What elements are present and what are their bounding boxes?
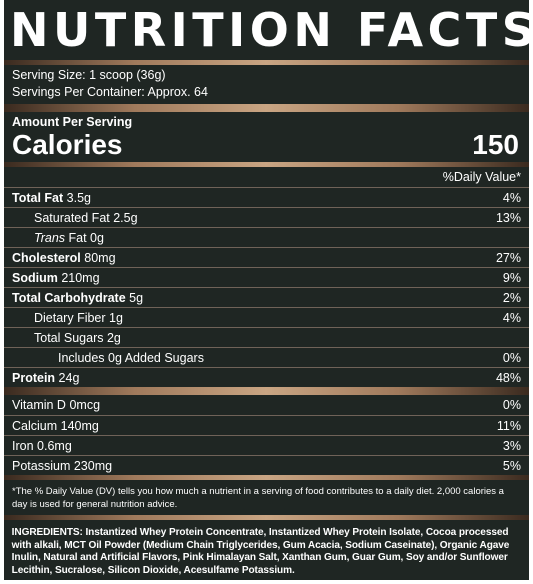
daily-value: 4%: [502, 311, 521, 325]
nutrient-row-total-sugars: Total Sugars 2g: [4, 327, 529, 347]
divider-bar: [4, 104, 529, 112]
daily-value: 13%: [495, 211, 521, 225]
daily-value: 2%: [502, 291, 521, 305]
nutrition-facts-label: NUTRITION FACTS Serving Size: 1 scoop (3…: [4, 0, 529, 580]
nutrient-list: Total Fat 3.5g 4% Saturated Fat 2.5g 13%…: [4, 187, 529, 387]
calories-row: Calories 150: [4, 130, 529, 162]
daily-value: 11%: [496, 419, 521, 433]
daily-value: 0%: [502, 351, 521, 365]
daily-value: 48%: [495, 371, 521, 385]
vitamin-row-potassium: Potassium 230mg 5%: [4, 455, 529, 475]
daily-value: 5%: [502, 459, 521, 473]
vitamin-row-calcium: Calcium 140mg 11%: [4, 415, 529, 435]
divider-bar: [4, 60, 529, 65]
serving-info: Serving Size: 1 scoop (36g) Servings Per…: [4, 65, 529, 104]
calories-value: 150: [472, 129, 519, 160]
nutrient-row-saturated-fat: Saturated Fat 2.5g 13%: [4, 207, 529, 227]
daily-value: 0%: [502, 398, 521, 412]
nutrient-row-total-carbohydrate: Total Carbohydrate 5g 2%: [4, 287, 529, 307]
vitamin-row-vitamin-d: Vitamin D 0mcg 0%: [4, 395, 529, 415]
ingredients-list: INGREDIENTS: Instantized Whey Protein Co…: [11, 526, 510, 576]
divider-bar: [4, 162, 529, 167]
nutrient-row-total-fat: Total Fat 3.5g 4%: [4, 187, 529, 207]
nutrient-row-sodium: Sodium 210mg 9%: [4, 267, 529, 287]
nutrient-row-trans-fat: Trans Fat 0g: [4, 227, 529, 247]
daily-value-footnote: *The % Daily Value (DV) tells you how mu…: [12, 486, 504, 510]
daily-value: 4%: [502, 191, 521, 205]
vitamin-row-iron: Iron 0.6mg 3%: [4, 435, 529, 455]
serving-size: Serving Size: 1 scoop (36g): [12, 68, 166, 82]
nutrient-row-dietary-fiber: Dietary Fiber 1g 4%: [4, 307, 529, 327]
daily-value: 27%: [495, 251, 521, 265]
label-title: NUTRITION FACTS: [10, 3, 529, 57]
vitamin-list: Vitamin D 0mcg 0% Calcium 140mg 11% Iron…: [4, 395, 529, 475]
calories-label: Calories: [12, 129, 123, 160]
nutrient-row-protein: Protein 24g 48%: [4, 367, 529, 387]
daily-value-header: %Daily Value*: [442, 170, 521, 184]
divider-bar: [4, 475, 529, 480]
nutrient-row-cholesterol: Cholesterol 80mg 27%: [4, 247, 529, 267]
amount-per-serving: Amount Per Serving: [12, 115, 133, 129]
nutrient-row-added-sugars: Includes 0g Added Sugars 0%: [4, 347, 529, 367]
daily-value: 9%: [502, 271, 521, 285]
divider-bar: [4, 387, 529, 395]
servings-per-container: Servings Per Container: Approx. 64: [12, 85, 208, 99]
divider-bar: [4, 515, 529, 520]
daily-value: 3%: [502, 439, 521, 453]
